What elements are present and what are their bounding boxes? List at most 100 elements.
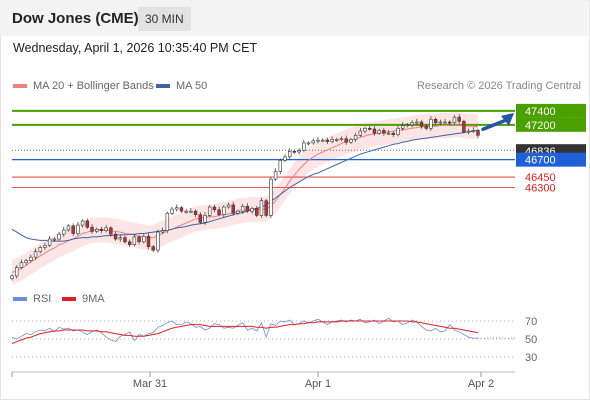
- candle: [368, 125, 372, 131]
- candle: [146, 233, 151, 250]
- candle-body: [405, 124, 410, 127]
- candle-body: [170, 208, 174, 214]
- candle: [47, 235, 52, 248]
- candle-body: [396, 128, 400, 135]
- ma50-swatch: [156, 84, 170, 88]
- candle: [109, 226, 113, 237]
- timestamp: Wednesday, April 1, 2026 10:35:40 PM CET: [13, 41, 258, 55]
- candle: [400, 122, 405, 131]
- candle-body: [179, 207, 184, 212]
- candle-body: [471, 130, 476, 132]
- candle: [132, 233, 137, 247]
- legend-rsi: RSI: [13, 293, 51, 305]
- candle: [19, 259, 24, 270]
- legend-ma50: MA 50: [156, 80, 207, 92]
- candle-body: [278, 160, 283, 172]
- candle: [462, 119, 466, 134]
- candle-body: [104, 227, 108, 231]
- candle: [10, 274, 14, 281]
- ma20-line: [11, 124, 479, 273]
- candle: [448, 120, 452, 126]
- candle-body: [156, 231, 160, 251]
- candle-body: [353, 134, 358, 140]
- candle: [363, 126, 367, 134]
- candle-body: [80, 220, 85, 226]
- candle: [62, 226, 66, 237]
- candle: [320, 138, 325, 142]
- candle: [113, 231, 118, 241]
- candle-body: [236, 210, 240, 214]
- candle-body: [132, 236, 137, 245]
- candle-body: [66, 225, 71, 231]
- candle-body: [85, 220, 90, 228]
- candle-body: [457, 116, 461, 122]
- candle: [226, 202, 231, 209]
- candle: [419, 120, 424, 129]
- candle: [95, 227, 99, 234]
- candle-body: [198, 214, 202, 223]
- candle: [57, 231, 61, 241]
- candle: [43, 242, 47, 250]
- candle-body: [433, 118, 438, 124]
- level-label-47200: 47200: [525, 120, 556, 132]
- candle: [212, 204, 217, 213]
- candle: [165, 211, 170, 234]
- candle-body: [33, 251, 38, 258]
- time-axis: Mar 31 Apr 1 Apr 2: [11, 371, 515, 390]
- candle-body: [297, 150, 301, 153]
- candle-body: [217, 209, 221, 215]
- bollinger-band-area: [12, 112, 478, 285]
- rsi-tick-70: 70: [525, 316, 537, 328]
- candle: [33, 248, 38, 260]
- level-label-46300: 46300: [525, 183, 556, 195]
- candle: [264, 198, 268, 218]
- candle: [273, 168, 278, 181]
- candle: [85, 218, 90, 229]
- level-label-47400: 47400: [525, 106, 556, 118]
- candle: [137, 235, 141, 245]
- candle: [24, 258, 28, 266]
- candle: [71, 223, 75, 237]
- candle: [217, 206, 221, 217]
- x-tick-label-1: Apr 1: [305, 378, 331, 390]
- candle-body: [302, 142, 306, 151]
- candle-body: [372, 128, 377, 134]
- candle: [457, 114, 461, 124]
- candle: [184, 208, 188, 214]
- candle: [358, 127, 363, 138]
- candle: [193, 209, 198, 218]
- timeframe-badge[interactable]: 30 MIN: [138, 7, 191, 31]
- candle-body: [160, 230, 165, 233]
- candle: [156, 229, 160, 253]
- candle: [250, 206, 254, 214]
- candle-body: [429, 118, 433, 129]
- candle-body: [255, 208, 259, 216]
- candle-body: [90, 226, 94, 232]
- candle: [99, 226, 104, 234]
- candle-body: [306, 142, 311, 145]
- candle: [76, 221, 80, 236]
- candle: [170, 206, 174, 216]
- candle-body: [184, 210, 188, 213]
- candle: [80, 219, 85, 228]
- x-tick-label-2: Apr 2: [468, 378, 494, 390]
- candle: [66, 224, 71, 232]
- level-tag-47400: [516, 103, 586, 118]
- candle-body: [207, 206, 212, 216]
- candle: [410, 120, 414, 128]
- candle: [377, 128, 381, 135]
- candle: [288, 148, 292, 160]
- candle-body: [391, 132, 395, 135]
- candle: [353, 132, 358, 143]
- candle-body: [292, 150, 297, 153]
- ma50-label: MA 50: [176, 80, 208, 92]
- candle-body: [339, 138, 344, 141]
- candle-body: [476, 130, 480, 136]
- candle: [438, 119, 443, 126]
- candle-body: [14, 267, 19, 277]
- candle-body: [443, 121, 447, 124]
- candle-body: [123, 237, 127, 243]
- bollinger-bands: [12, 112, 478, 285]
- rsi-label: RSI: [33, 293, 52, 305]
